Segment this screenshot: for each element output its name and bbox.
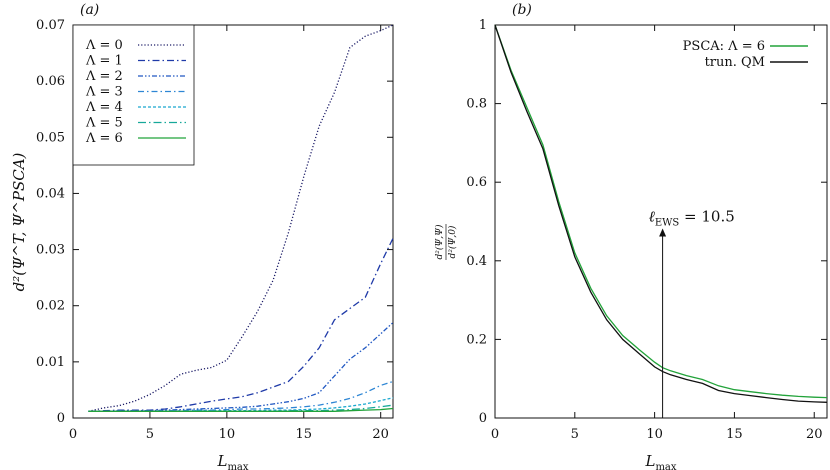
- a-x-tick-label: 5: [146, 427, 154, 442]
- b-series-line-1: [494, 24, 828, 403]
- panel-b-frame: [494, 24, 828, 419]
- b-y-tick-label: 0.6: [466, 175, 487, 190]
- legend-label-1: Λ = 1: [85, 54, 123, 69]
- legend-label-6: Λ = 6: [85, 131, 123, 146]
- b-x-tick-label: 5: [571, 427, 579, 442]
- panel-a-legend: Λ = 0Λ = 1Λ = 2Λ = 3Λ = 4Λ = 5Λ = 6: [72, 24, 195, 166]
- panel-b-label: (b): [512, 2, 532, 18]
- a-x-tick-label: 20: [372, 427, 389, 442]
- a-y-tick-label: 0.06: [36, 74, 65, 89]
- legend-label-4: Λ = 4: [85, 100, 123, 115]
- panel-a-y-ticks: 0 0.01 0.02 0.03 0.04 0.05 0.06 0.07: [36, 18, 393, 426]
- b-x-tick-label: 20: [806, 427, 823, 442]
- b-y-tick-label: 0.4: [466, 254, 487, 269]
- a-series-line-0: [88, 24, 394, 412]
- panel-b-y-axis-label: d²(Ψ,Ψ) d²(Ψ,0): [434, 224, 458, 260]
- b-x-tick-label: 0: [491, 427, 499, 442]
- b-x-tick-label: 10: [646, 427, 663, 442]
- panel-a-series: [88, 24, 394, 412]
- a-series-line-1: [88, 238, 394, 412]
- panel-a: (a) 0 5 10 15 20 0 0.01 0.02 0.03 0.04 0.05 0.06 0.…: [10, 2, 394, 470]
- panel-b: (b) 0 5 10 15 20 0 0.2 0.4 0.6 0.8 1 Lmax d²(Ψ,Ψ)…: [434, 2, 828, 470]
- a-y-tick-label: 0.01: [36, 355, 65, 370]
- a-x-tick-label: 10: [219, 427, 236, 442]
- panel-b-y-ticks: 0 0.2 0.4 0.6 0.8 1: [466, 18, 827, 426]
- a-x-tick-label: 0: [69, 427, 77, 442]
- a-y-tick-label: 0.07: [36, 18, 65, 33]
- legend-label-b-1: trun. QM: [705, 55, 765, 70]
- panel-b-y-axis-numerator: d²(Ψ,Ψ): [434, 224, 445, 260]
- b-y-tick-label: 0.2: [466, 332, 487, 347]
- panel-a-frame: [72, 24, 394, 419]
- panel-b-y-axis-denominator: d²(Ψ,0): [447, 225, 458, 258]
- b-y-tick-label: 1: [479, 18, 487, 33]
- a-y-tick-label: 0.02: [36, 299, 65, 314]
- b-series-line-0: [494, 24, 828, 399]
- a-x-tick-label: 15: [295, 427, 312, 442]
- panel-a-x-axis-label: Lmax: [216, 452, 248, 470]
- panel-b-annotation: ℓEWS = 10.5: [649, 208, 735, 418]
- a-y-tick-label: 0.05: [36, 130, 65, 145]
- annotation-label: ℓEWS = 10.5: [649, 208, 735, 229]
- legend-label-3: Λ = 3: [85, 85, 123, 100]
- panel-b-x-axis-label: Lmax: [644, 452, 676, 470]
- legend-label-5: Λ = 5: [85, 116, 123, 131]
- b-y-tick-label: 0.8: [466, 97, 487, 112]
- b-x-tick-label: 15: [726, 427, 743, 442]
- b-y-tick-label: 0: [479, 411, 487, 426]
- panel-b-x-ticks: 0 5 10 15 20: [491, 25, 823, 442]
- a-y-tick-label: 0: [57, 411, 65, 426]
- panel-a-legend-box: [72, 24, 195, 166]
- a-y-tick-label: 0.03: [36, 243, 65, 258]
- panel-a-label: (a): [80, 2, 99, 18]
- legend-label-2: Λ = 2: [85, 69, 123, 84]
- a-series-line-2: [88, 322, 394, 412]
- legend-label-0: Λ = 0: [85, 38, 123, 53]
- legend-label-b-0: PSCA: Λ = 6: [683, 39, 765, 54]
- a-series-line-6: [88, 407, 394, 412]
- a-series-line-3: [88, 380, 394, 412]
- a-y-tick-label: 0.04: [36, 186, 65, 201]
- panel-a-y-axis-label: d²(Ψ^T, Ψ^PSCA): [10, 152, 28, 291]
- panel-b-series: [494, 24, 828, 403]
- annotation-arrow-head: [659, 228, 667, 237]
